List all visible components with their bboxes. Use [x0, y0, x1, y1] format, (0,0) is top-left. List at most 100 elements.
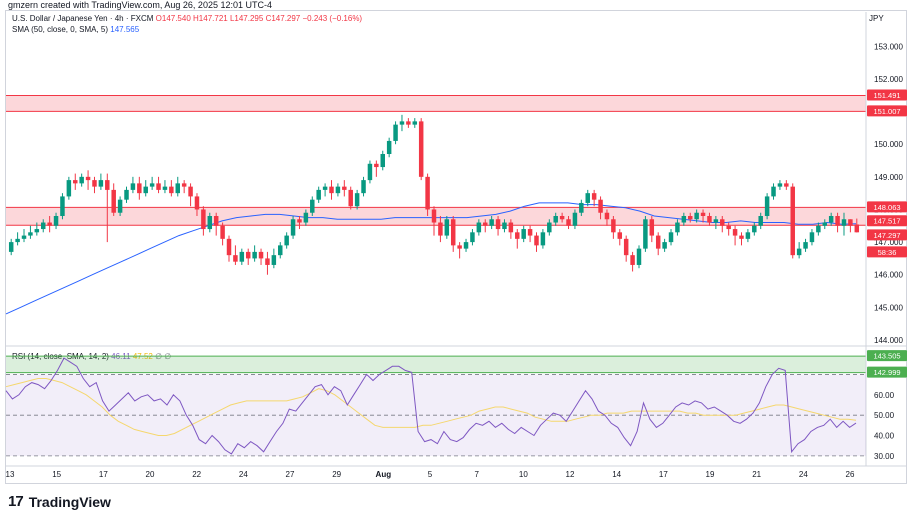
candle-body [335, 186, 341, 194]
time-tick-label: 19 [706, 470, 715, 479]
candle-body [322, 186, 328, 190]
price-label-text: 143.505 [873, 352, 900, 361]
candle-body [854, 224, 860, 233]
rsi-tick-label: 30.00 [874, 452, 895, 461]
candle-body [739, 235, 744, 239]
time-tick-label: 14 [612, 470, 621, 479]
candle-body [290, 219, 296, 236]
candle-body [342, 186, 347, 190]
price-label-text: 151.007 [873, 107, 900, 116]
candle-body [726, 225, 731, 230]
sma-legend[interactable]: SMA (50, close, 0, SMA, 5) 147.565 [12, 25, 139, 34]
candle-body [617, 232, 623, 239]
candle-body [687, 216, 693, 220]
time-tick-label: 20 [146, 470, 155, 479]
candle-body [169, 186, 174, 194]
candle-body [502, 222, 507, 230]
time-tick-label: 29 [332, 470, 341, 479]
candle-body [784, 183, 789, 187]
candle-body [130, 183, 136, 190]
candle-body [111, 189, 116, 213]
candle-body [745, 232, 751, 239]
ohlc-low: L147.295 [229, 14, 264, 23]
candle-body [79, 176, 84, 184]
candle-body [444, 219, 450, 236]
candle-body [611, 219, 616, 233]
candle-body [399, 121, 405, 125]
time-tick-label: 12 [566, 470, 575, 479]
symbol-legend[interactable]: U.S. Dollar / Japanese Yen · 4h · FXCM O… [12, 14, 362, 23]
time-tick-label: 7 [474, 470, 479, 479]
candle-body [226, 238, 232, 256]
rsi-ma-line [5, 378, 857, 436]
candle-body [630, 255, 635, 265]
candle-body [380, 154, 385, 168]
price-label-text: 147.297 [873, 231, 900, 240]
candle-body [636, 248, 642, 265]
candle-body [553, 216, 558, 223]
candle-body [8, 242, 14, 252]
candle-body [540, 232, 546, 246]
candle-body [15, 238, 20, 243]
price-label-text: 147.517 [873, 217, 900, 226]
candle-body [40, 222, 46, 230]
price-label-badge [867, 201, 907, 213]
candle-body [534, 235, 539, 246]
candle-body [213, 216, 219, 226]
candle-body [258, 251, 264, 259]
candle-body [681, 216, 687, 223]
time-tick-label: 5 [428, 470, 433, 479]
candle-body [105, 180, 110, 190]
candle-body [374, 163, 379, 168]
price-tick-label: 152.000 [874, 75, 903, 84]
price-tick-label: 150.000 [874, 140, 903, 149]
time-tick-label: 21 [752, 470, 761, 479]
candle-body [835, 216, 840, 226]
price-labels-layer: 151.491 151.007 148.063 147.517 147.297 58:36… [867, 89, 907, 378]
candle-body [515, 232, 520, 239]
price-label-badge [867, 89, 907, 101]
price-label-text: 58:36 [878, 248, 897, 257]
candle-body [591, 193, 597, 200]
rsi-tick-label: 60.00 [874, 391, 895, 400]
currency-label[interactable]: JPY [869, 14, 884, 23]
price-label-text: 151.491 [873, 91, 900, 100]
time-tick-label: 10 [519, 470, 528, 479]
candle-body [790, 186, 795, 256]
candle-body [495, 219, 501, 230]
candle-body [470, 232, 475, 243]
candle-body [438, 222, 443, 236]
price-label-badge [867, 229, 907, 241]
candle-body [431, 209, 437, 223]
candle-body [803, 242, 808, 249]
candle-body [623, 238, 629, 256]
candle-body [425, 176, 430, 210]
candle-body [92, 180, 97, 187]
candle-body [220, 225, 225, 239]
candle-body [181, 183, 187, 187]
candle-body [310, 199, 315, 213]
candle-body [649, 219, 655, 236]
candle-body [559, 216, 565, 220]
tradingview-brand[interactable]: 17 TradingView [8, 493, 111, 510]
candle-body [348, 189, 353, 207]
candle-body [585, 193, 590, 203]
candle-body [816, 225, 821, 233]
candle-body [149, 183, 155, 187]
rsi-tick-label: 40.00 [874, 432, 895, 441]
candle-body [508, 222, 514, 233]
candle-body [655, 235, 661, 249]
candle-body [239, 251, 245, 262]
candle-body [809, 232, 815, 243]
time-tick-label: 17 [659, 470, 668, 479]
zone-support [6, 356, 866, 373]
candle-body [752, 225, 757, 233]
candle-body [143, 186, 148, 194]
price-label-badge [867, 246, 907, 258]
candle-body [521, 229, 526, 239]
candle-body [297, 219, 302, 223]
price-tick-label: 149.000 [874, 173, 903, 182]
candle-body [796, 248, 802, 256]
ohlc-close: C147.297 [265, 14, 301, 23]
